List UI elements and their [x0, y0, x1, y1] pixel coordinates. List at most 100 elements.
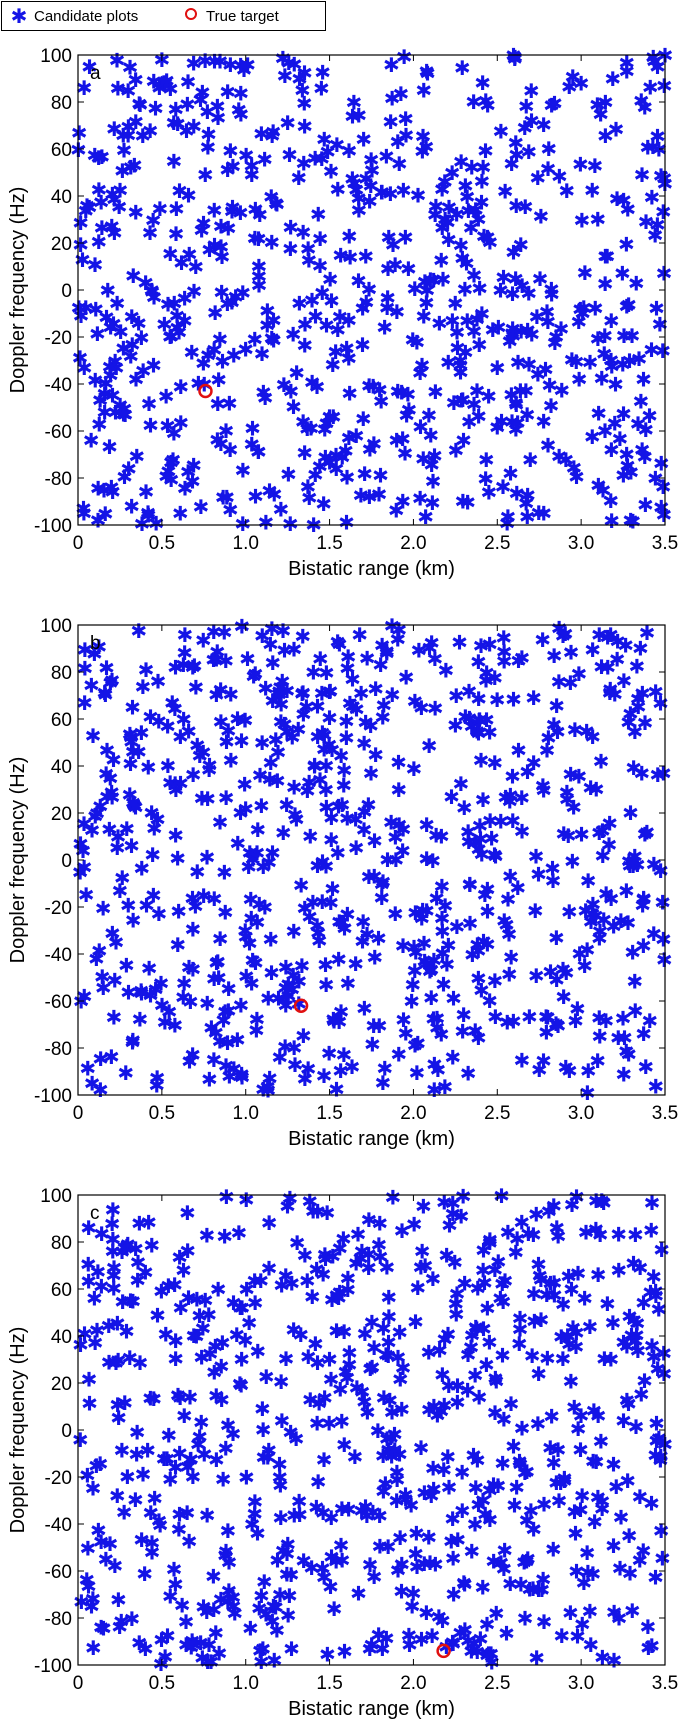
- candidate-plot-point: ✱: [335, 775, 352, 797]
- candidate-plot-point: ✱: [114, 1292, 131, 1314]
- candidate-plot-point: ✱: [294, 626, 311, 648]
- candidate-plot-point: ✱: [553, 1626, 570, 1648]
- candidate-plot-point: ✱: [234, 461, 251, 483]
- candidate-plot-point: ✱: [217, 1545, 234, 1567]
- candidate-plot-point: ✱: [105, 1229, 122, 1251]
- candidate-plot-point: ✱: [324, 879, 341, 901]
- candidate-plot-point: ✱: [641, 1011, 658, 1033]
- candidate-plot-point: ✱: [157, 1324, 174, 1346]
- candidate-plot-point: ✱: [338, 338, 355, 360]
- candidate-plot-point: ✱: [308, 1260, 325, 1282]
- candidate-plot-point: ✱: [137, 1263, 154, 1285]
- candidate-plot-point: ✱: [449, 338, 466, 360]
- candidate-plot-point: ✱: [96, 384, 113, 406]
- candidate-plot-point: ✱: [301, 1191, 318, 1213]
- x-tick-label: 3.0: [568, 1103, 594, 1124]
- candidate-plot-point: ✱: [291, 69, 308, 91]
- candidate-plot-point: ✱: [434, 921, 451, 943]
- candidate-plot-point: ✱: [206, 200, 223, 222]
- candidate-plot-point: ✱: [261, 1213, 278, 1235]
- candidate-plot-point: ✱: [429, 1008, 446, 1030]
- candidate-plot-point: ✱: [583, 912, 600, 934]
- candidate-plot-point: ✱: [237, 799, 254, 821]
- candidate-plot-point: ✱: [285, 966, 302, 988]
- candidate-plot-point: ✱: [655, 202, 672, 224]
- candidate-plot-point: ✱: [237, 927, 254, 949]
- candidate-plot-point: ✱: [193, 221, 210, 243]
- candidate-plot-point: ✱: [548, 970, 565, 992]
- candidate-plot-point: ✱: [541, 1201, 558, 1223]
- candidate-plot-point: ✱: [496, 651, 513, 673]
- candidate-plot-point: ✱: [626, 971, 643, 993]
- candidate-plot-point: ✱: [521, 1007, 538, 1029]
- candidate-plot-point: ✱: [375, 1318, 392, 1340]
- candidate-plot-point: ✱: [120, 895, 137, 917]
- candidate-plot-point: ✱: [593, 657, 610, 679]
- candidate-plot-point: ✱: [387, 850, 404, 872]
- candidate-plot-point: ✱: [99, 741, 116, 763]
- candidate-plot-point: ✱: [551, 672, 568, 694]
- candidate-plot-point: ✱: [251, 205, 268, 227]
- candidate-plot-point: ✱: [416, 952, 433, 974]
- candidate-plot-point: ✱: [118, 956, 135, 978]
- candidate-plot-point: ✱: [129, 1271, 146, 1293]
- candidate-plot-point: ✱: [452, 351, 469, 373]
- candidate-plot-point: ✱: [475, 790, 492, 812]
- candidate-plot-point: ✱: [106, 190, 123, 212]
- candidate-plot-point: ✱: [172, 377, 189, 399]
- candidate-plot-point: ✱: [395, 1358, 412, 1380]
- candidate-plot-point: ✱: [470, 689, 487, 711]
- scatter-plot-b: ✱✱✱✱✱✱✱✱✱✱✱✱✱✱✱✱✱✱✱✱✱✱✱✱✱✱✱ ✱✱✱✱✱✱✱✱✱✱✱✱✱…: [7, 616, 678, 1150]
- candidate-plot-point: ✱: [158, 466, 175, 488]
- candidate-plot-point: ✱: [381, 1390, 398, 1412]
- candidate-plot-point: ✱: [186, 281, 203, 303]
- y-tick-label: 40: [51, 757, 72, 778]
- candidate-plot-point: ✱: [251, 1599, 268, 1621]
- candidate-plot-point: ✱: [336, 760, 353, 782]
- candidate-plot-point: ✱: [322, 893, 339, 915]
- candidate-plot-point: ✱: [364, 161, 381, 183]
- candidate-plot-point: ✱: [163, 452, 180, 474]
- candidate-plot-point: ✱: [418, 901, 435, 923]
- candidate-plot-point: ✱: [219, 294, 236, 316]
- candidate-plot-point: ✱: [559, 1326, 576, 1348]
- candidate-plot-point: ✱: [589, 1488, 606, 1510]
- candidate-plot-point: ✱: [539, 302, 556, 324]
- candidate-plot-point: ✱: [209, 430, 226, 452]
- candidate-plot-point: ✱: [477, 141, 494, 163]
- candidate-plot-point: ✱: [363, 763, 380, 785]
- candidate-plot-point: ✱: [89, 1321, 106, 1343]
- candidate-plot-point: ✱: [265, 122, 282, 144]
- candidate-plot-point: ✱: [528, 966, 545, 988]
- candidate-plot-point: ✱: [424, 851, 441, 873]
- candidate-plot-point: ✱: [238, 1279, 255, 1301]
- candidate-plot-point: ✱: [123, 727, 140, 749]
- candidate-plot-point: ✱: [390, 1561, 407, 1583]
- candidate-plot-point: ✱: [459, 187, 476, 209]
- candidate-plot-point: ✱: [122, 754, 139, 776]
- candidate-plot-point: ✱: [280, 975, 297, 997]
- candidate-plot-point: ✱: [433, 1402, 450, 1424]
- candidate-plot-point: ✱: [296, 93, 313, 115]
- candidate-plot-point: ✱: [608, 1477, 625, 1499]
- candidate-plot-point: ✱: [407, 903, 424, 925]
- candidate-plot-point: ✱: [285, 1320, 302, 1342]
- candidate-plot-point: ✱: [192, 90, 209, 112]
- candidate-plot-point: ✱: [160, 1426, 177, 1448]
- candidate-plot-point: ✱: [549, 722, 566, 744]
- candidate-plot-point: ✱: [584, 427, 601, 449]
- candidate-plot-point: ✱: [263, 963, 280, 985]
- candidate-plot-point: ✱: [425, 951, 442, 973]
- candidate-plot-point: ✱: [473, 172, 490, 194]
- candidate-plot-point: ✱: [620, 1044, 637, 1066]
- candidate-plot-point: ✱: [470, 209, 487, 231]
- candidate-plot-point: ✱: [628, 273, 645, 295]
- candidate-plot-point: ✱: [647, 1567, 664, 1589]
- candidate-plot-point: ✱: [470, 1495, 487, 1517]
- candidate-plot-point: ✱: [492, 121, 509, 143]
- candidate-plot-point: ✱: [132, 1353, 149, 1375]
- candidate-plot-point: ✱: [313, 149, 330, 171]
- candidate-plot-point: ✱: [517, 381, 534, 403]
- candidate-plot-point: ✱: [453, 1207, 470, 1229]
- candidate-plot-point: ✱: [170, 1385, 187, 1407]
